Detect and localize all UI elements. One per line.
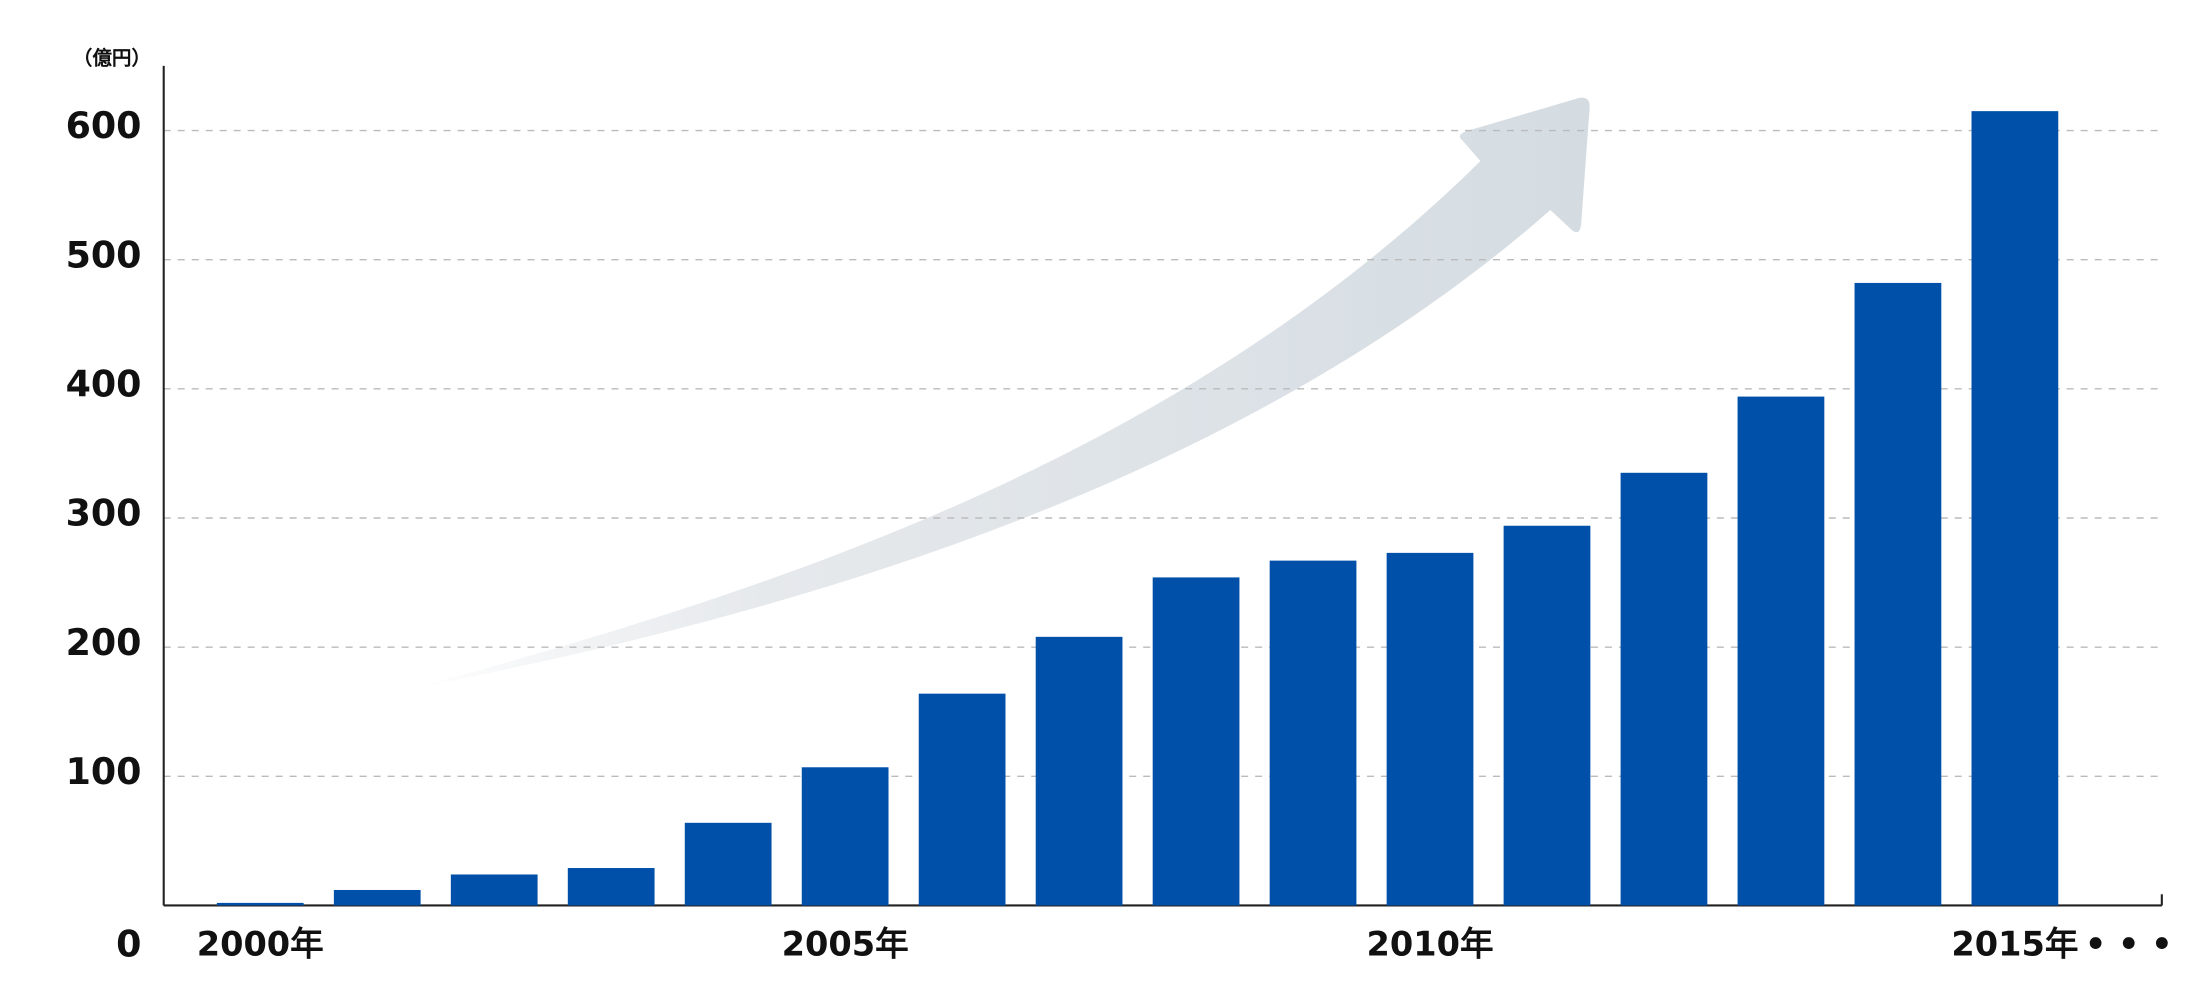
y-tick-label: 200 <box>66 621 142 664</box>
bar <box>684 822 772 906</box>
y-tick-label: 0 <box>116 923 141 966</box>
bar <box>1737 396 1825 906</box>
y-axis-unit: （億円） <box>73 46 151 69</box>
y-tick-label: 600 <box>66 104 142 147</box>
bar <box>1503 525 1591 906</box>
bar <box>1971 111 2059 906</box>
x-tick-label: 2010年 <box>1366 925 1493 964</box>
x-tick-label: 2005年 <box>782 925 909 964</box>
bar <box>1854 282 1942 906</box>
x-tick-label: 2015年 <box>1951 925 2078 964</box>
continuation-mark: • • • <box>2085 925 2173 964</box>
bar <box>918 693 1006 906</box>
bar <box>450 874 538 906</box>
y-tick-label: 400 <box>66 363 142 406</box>
y-tick-label: 500 <box>66 233 142 276</box>
y-tick-label: 100 <box>66 750 142 793</box>
bar <box>216 902 304 906</box>
y-tick-label: 300 <box>66 492 142 535</box>
bar <box>1269 560 1357 906</box>
bar <box>1620 472 1708 906</box>
bar <box>567 868 655 906</box>
bar <box>1152 577 1240 906</box>
bar <box>1386 552 1474 906</box>
bar <box>1035 636 1123 906</box>
bar <box>801 767 889 906</box>
x-tick-label: 2000年 <box>197 925 324 964</box>
bar <box>333 889 421 906</box>
